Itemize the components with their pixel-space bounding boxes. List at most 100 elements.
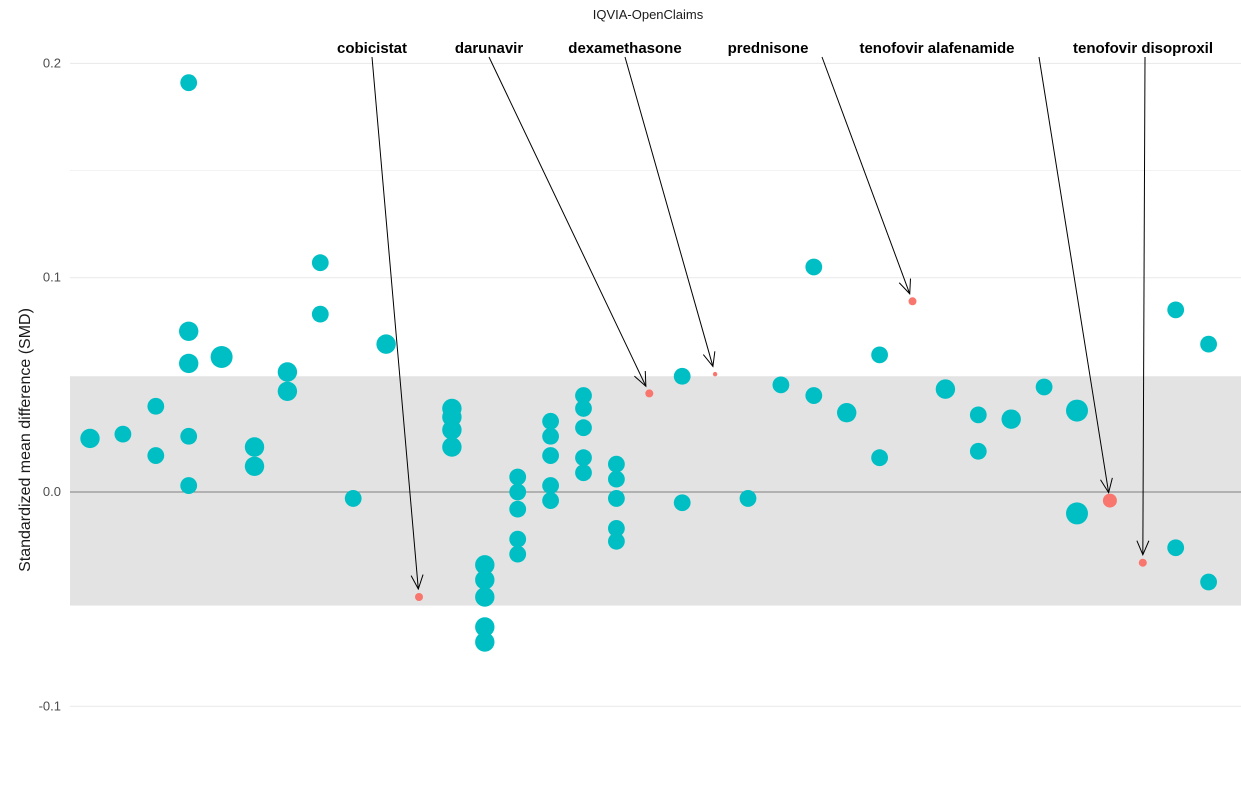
annotation-arrow <box>1142 56 1146 555</box>
data-point <box>1066 502 1088 525</box>
y-axis-ticks: -0.1 0.0 0.1 0.2 <box>39 55 61 713</box>
data-point <box>509 500 527 518</box>
annotation-arrowhead <box>634 370 647 388</box>
data-point <box>608 470 625 488</box>
data-points <box>80 74 1217 652</box>
annotation-label: cobicistat <box>337 40 407 57</box>
data-point <box>509 545 527 563</box>
data-point <box>475 555 495 575</box>
data-point <box>871 449 888 467</box>
data-point <box>180 74 198 92</box>
data-point <box>509 530 527 548</box>
data-point <box>805 387 823 404</box>
data-point <box>542 412 559 430</box>
data-point <box>1066 399 1088 422</box>
annotation-arrowhead <box>1100 477 1113 494</box>
data-point <box>147 447 165 464</box>
data-point <box>179 353 199 374</box>
data-point <box>376 334 396 354</box>
annotation-arrow <box>1038 56 1110 493</box>
annotation-arrow <box>488 56 647 387</box>
y-tick-label: 0.2 <box>43 55 61 70</box>
annotation-arrow <box>624 56 714 367</box>
data-point <box>969 406 987 424</box>
data-point <box>1167 539 1185 557</box>
data-point <box>277 362 298 382</box>
annotation-arrowhead <box>1136 540 1150 556</box>
data-point <box>1001 409 1021 429</box>
data-point <box>575 387 592 404</box>
data-point <box>805 258 823 276</box>
data-point <box>244 456 265 476</box>
annotation-arrowhead <box>898 278 911 295</box>
highlighted-point <box>1138 558 1147 567</box>
data-point <box>673 494 691 512</box>
highlighted-point <box>908 297 917 306</box>
data-point <box>871 346 888 364</box>
highlighted-point <box>712 371 718 377</box>
highlighted-point <box>1102 493 1117 508</box>
data-point <box>542 427 559 445</box>
data-point <box>475 587 495 607</box>
annotation-label: tenofovir disoproxil <box>1073 40 1213 57</box>
data-point <box>575 419 592 437</box>
annotation-label: prednisone <box>728 40 809 57</box>
data-point <box>180 477 198 494</box>
data-point <box>475 570 495 590</box>
data-point <box>575 464 592 482</box>
highlighted-point <box>415 593 423 602</box>
data-point <box>1167 301 1185 319</box>
data-point <box>969 442 987 460</box>
y-tick-label: 0.1 <box>43 270 61 285</box>
data-point <box>80 428 100 449</box>
data-point <box>509 483 527 501</box>
data-point <box>837 403 857 423</box>
data-point <box>608 455 625 473</box>
annotation-label: darunavir <box>455 40 524 57</box>
y-tick-label: 0.0 <box>43 484 61 499</box>
data-point <box>344 490 362 507</box>
data-point <box>311 254 329 272</box>
data-point <box>608 520 625 537</box>
data-point <box>509 468 527 486</box>
annotation-arrowhead <box>702 351 716 368</box>
drug-annotations: cobicistat darunavir dexamethasone predniso… <box>337 40 1213 591</box>
data-point <box>114 425 132 443</box>
data-point <box>311 305 329 323</box>
data-point <box>179 321 199 341</box>
data-point <box>575 400 592 417</box>
data-point <box>475 617 495 637</box>
y-axis-label: Standardized mean difference (SMD) <box>17 308 34 572</box>
annotation-arrowhead <box>410 574 424 591</box>
smd-threshold-band <box>70 376 1241 606</box>
data-point <box>180 427 198 445</box>
data-point <box>1035 378 1053 396</box>
data-point <box>575 449 592 467</box>
data-point <box>244 437 265 457</box>
data-point <box>475 632 495 652</box>
data-point <box>210 345 233 368</box>
data-point <box>542 477 559 494</box>
chart-title: IQVIA-OpenClaims <box>593 7 704 22</box>
data-point <box>608 532 625 550</box>
annotation-label: tenofovir alafenamide <box>859 40 1014 57</box>
data-point <box>147 397 165 415</box>
annotation-label: dexamethasone <box>568 40 681 57</box>
data-point <box>739 490 757 507</box>
data-point <box>442 437 462 457</box>
data-point <box>442 420 462 440</box>
data-point <box>1200 573 1217 591</box>
data-point <box>772 376 790 394</box>
data-point <box>608 490 625 507</box>
data-point <box>1200 335 1217 353</box>
annotation-arrow <box>821 56 911 294</box>
data-point <box>935 379 956 399</box>
data-point <box>277 381 298 401</box>
data-point <box>673 367 691 385</box>
data-point <box>542 447 559 464</box>
highlighted-point <box>645 389 654 398</box>
annotation-arrow <box>371 56 419 590</box>
y-tick-label: -0.1 <box>39 698 61 713</box>
data-point <box>542 492 559 509</box>
